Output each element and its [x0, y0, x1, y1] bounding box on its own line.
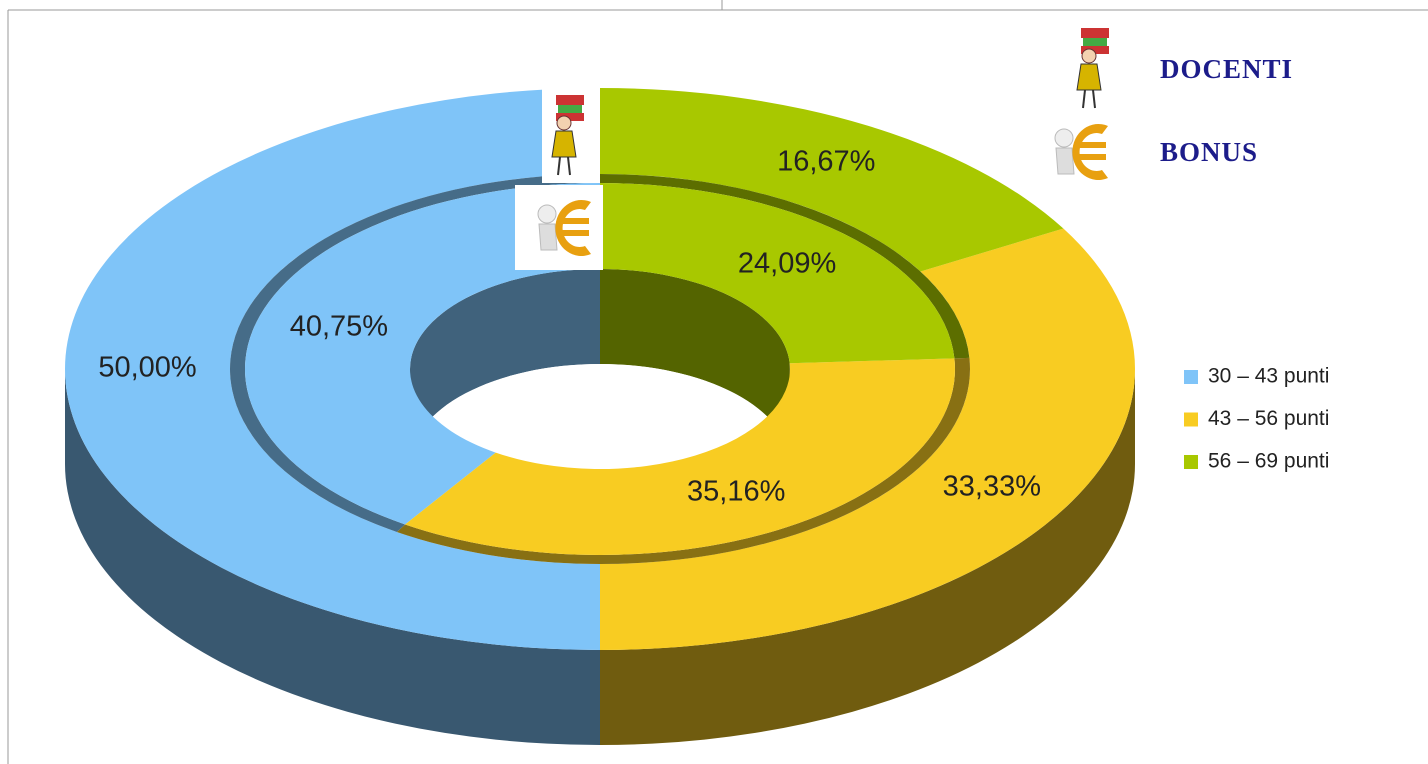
legend-swatch: [1184, 455, 1198, 469]
chart: 50,00% 33,33% 16,67% 40,75% 35,16% 24,09% 30 –…: [0, 0, 1428, 764]
legend-label: 30 – 43 punti: [1208, 365, 1329, 388]
series-label: BONUS: [1160, 137, 1258, 167]
legend-label: 56 – 69 punti: [1208, 450, 1329, 473]
value-label: 50,00%: [98, 352, 196, 384]
value-label: 24,09%: [738, 248, 836, 280]
value-label: 16,67%: [777, 146, 875, 178]
legend-swatch: [1184, 413, 1198, 427]
legend-swatch: [1184, 370, 1198, 384]
series-label: DOCENTI: [1160, 54, 1293, 84]
legend-label: 43 – 56 punti: [1208, 407, 1329, 430]
value-label: 40,75%: [290, 311, 388, 343]
value-label: 35,16%: [687, 476, 785, 508]
value-label: 33,33%: [943, 471, 1041, 503]
